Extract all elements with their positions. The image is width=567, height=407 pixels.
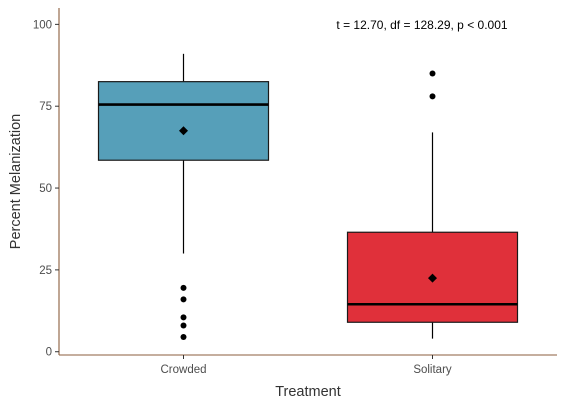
stat-annotation: t = 12.70, df = 128.29, p < 0.001 — [336, 18, 507, 32]
axes-layer — [58, 8, 557, 356]
x-ticks-layer: Crowded Solitary — [160, 355, 452, 376]
y-tick-label: 25 — [39, 265, 52, 277]
outlier-point — [429, 93, 436, 100]
x-axis-title: Treatment — [275, 384, 341, 400]
x-tick-label-crowded: Crowded — [160, 364, 206, 376]
outlier-point — [180, 322, 187, 329]
box-crowded — [97, 81, 270, 161]
boxes-layer — [97, 53, 519, 340]
box-solitary — [346, 231, 519, 323]
mean-marker — [179, 126, 188, 136]
outlier-point — [180, 296, 187, 303]
x-tick-label-solitary: Solitary — [413, 364, 452, 376]
outlier-point — [429, 70, 436, 77]
outlier-point — [180, 333, 187, 340]
y-tick-label: 100 — [33, 19, 52, 31]
y-ticks-layer: 0 25 50 75 100 — [33, 19, 59, 359]
mean-marker — [428, 273, 437, 283]
y-tick-label: 0 — [46, 347, 52, 359]
outlier-point — [180, 284, 187, 291]
y-axis-title: Percent Melanization — [8, 114, 24, 249]
outlier-point — [180, 314, 187, 321]
y-tick-label: 50 — [39, 183, 52, 195]
y-tick-label: 75 — [39, 101, 52, 113]
box-group-solitary — [346, 70, 519, 339]
box-group-crowded — [97, 53, 270, 340]
